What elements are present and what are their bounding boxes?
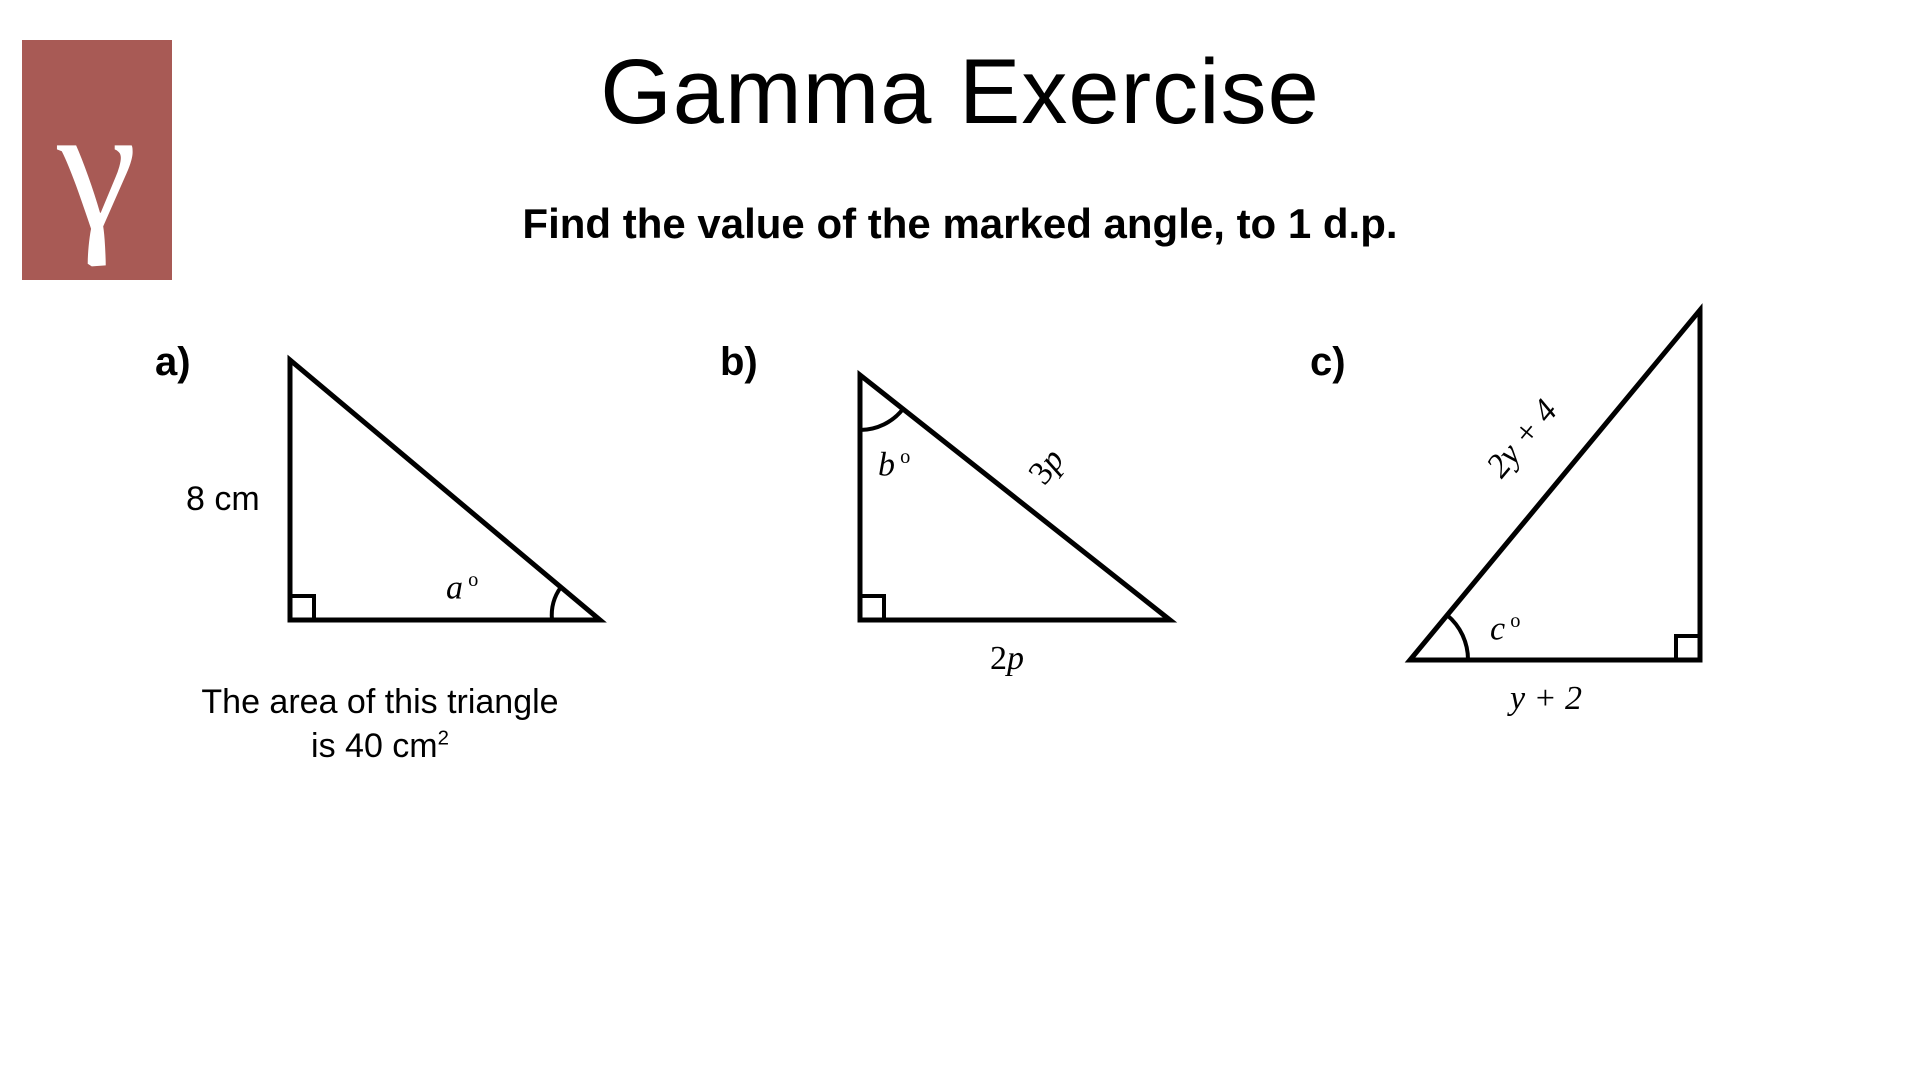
page-subtitle: Find the value of the marked angle, to 1… [0,200,1920,248]
triangle-a [100,320,660,680]
problem-c: c) 2y + 4 c o y + 2 [1300,320,1860,840]
problem-c-bottom: y + 2 [1510,680,1582,718]
problem-c-angle: c o [1490,610,1520,648]
problem-b-bottom: 2p [990,640,1024,678]
page-title: Gamma Exercise [0,40,1920,145]
triangle-b [700,320,1260,680]
problems-row: a) 8 cm a o The area of this triangle is… [100,320,1860,840]
problem-a-angle: a o [446,569,478,607]
problem-a-note: The area of this triangle is 40 cm2 [100,680,660,768]
problem-b-angle: b o [878,446,910,484]
triangle-c [1300,280,1860,680]
problem-b: b) b o 3p 2p [700,320,1260,840]
problem-a-side-left: 8 cm [186,480,260,519]
problem-a: a) 8 cm a o The area of this triangle is… [100,320,660,840]
